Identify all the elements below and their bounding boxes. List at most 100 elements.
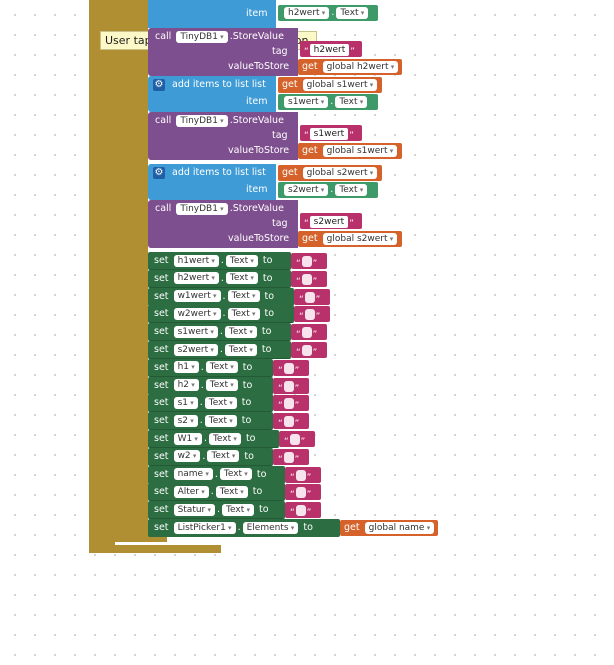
component-dropdown[interactable]: s2	[173, 414, 198, 427]
empty-string-field[interactable]	[283, 416, 294, 428]
empty-text-block[interactable]: “”	[273, 377, 309, 394]
empty-text-block[interactable]: “”	[291, 270, 327, 287]
event-block-inner-bottom[interactable]	[115, 535, 167, 542]
component-dropdown[interactable]: s2wert	[284, 183, 329, 196]
set-property-block[interactable]: set s2wert.Text to	[148, 341, 291, 359]
event-block-left-bar[interactable]	[89, 0, 115, 552]
property-dropdown[interactable]: Elements	[242, 521, 299, 534]
get-list-variable-block[interactable]: get global s1wert	[278, 77, 382, 93]
empty-string-field[interactable]	[283, 362, 294, 374]
set-property-block[interactable]: set h2.Text to	[148, 376, 273, 395]
set-property-block[interactable]: set h2wert.Text to	[148, 269, 291, 288]
component-dropdown[interactable]: w2	[173, 450, 201, 463]
mutator-gear-icon[interactable]: ⚙	[153, 167, 165, 179]
set-property-block[interactable]: set s1.Text to	[148, 394, 273, 413]
list-variable-dropdown[interactable]: global s2wert	[302, 166, 378, 179]
property-dropdown[interactable]: Text	[227, 290, 260, 303]
component-getter-h2wert[interactable]: h2wert.Text	[278, 5, 378, 21]
empty-text-block[interactable]: “”	[285, 466, 321, 483]
empty-text-block[interactable]: “”	[279, 431, 315, 447]
property-dropdown[interactable]: Text	[205, 361, 238, 374]
empty-text-block[interactable]: “”	[273, 359, 309, 376]
property-dropdown[interactable]: Text	[335, 183, 368, 196]
empty-string-field[interactable]	[283, 398, 294, 410]
text-string-block[interactable]: “s2wert”	[300, 213, 362, 229]
get-variable-block[interactable]: get global name	[340, 520, 438, 536]
component-dropdown[interactable]: name	[173, 468, 213, 481]
property-dropdown[interactable]: Text	[204, 396, 237, 409]
get-variable-block[interactable]: get global s2wert	[298, 231, 402, 247]
set-property-block[interactable]: set w2.Text to	[148, 447, 273, 466]
property-dropdown[interactable]: Text	[224, 343, 257, 356]
property-dropdown[interactable]: Text	[204, 414, 237, 427]
component-dropdown[interactable]: h1	[173, 361, 199, 374]
set-property-block[interactable]: set h1.Text to	[148, 358, 273, 377]
set-property-block[interactable]: set h1wert.Text to	[148, 252, 291, 270]
empty-text-block[interactable]: “”	[291, 253, 327, 269]
component-dropdown[interactable]: s1	[173, 396, 198, 409]
empty-text-block[interactable]: “”	[273, 448, 309, 465]
empty-string-field[interactable]	[301, 273, 312, 285]
tinydb-dropdown[interactable]: TinyDB1	[176, 114, 228, 127]
empty-string-field[interactable]	[304, 309, 315, 321]
set-property-block[interactable]: set w1wert.Text to	[148, 287, 294, 306]
property-dropdown[interactable]: Text	[205, 379, 238, 392]
component-dropdown[interactable]: w1wert	[173, 290, 221, 303]
component-dropdown[interactable]: s2wert	[173, 343, 218, 356]
component-dropdown[interactable]: Alter	[173, 485, 209, 498]
property-dropdown[interactable]: Text	[208, 432, 241, 445]
empty-string-field[interactable]	[304, 291, 315, 303]
component-dropdown[interactable]: ListPicker1	[173, 521, 236, 534]
empty-text-block[interactable]: “”	[285, 484, 321, 501]
empty-text-block[interactable]: “”	[285, 502, 321, 519]
get-variable-block[interactable]: get global s1wert	[298, 143, 402, 159]
add-items-to-list-block[interactable]	[148, 164, 276, 200]
component-dropdown[interactable]: Statur	[173, 503, 216, 516]
set-property-block[interactable]: set name.Text to	[148, 465, 285, 484]
empty-string-field[interactable]	[283, 451, 294, 463]
set-property-block[interactable]: set Alter.Text to	[148, 483, 285, 502]
component-dropdown[interactable]: h1wert	[173, 254, 219, 267]
empty-string-field[interactable]	[289, 434, 300, 445]
empty-string-field[interactable]	[301, 327, 312, 339]
list-variable-dropdown[interactable]: global s1wert	[302, 78, 378, 91]
get-list-variable-block[interactable]: get global s2wert	[278, 165, 382, 181]
empty-text-block[interactable]: “”	[273, 395, 309, 412]
component-dropdown[interactable]: h2wert	[173, 272, 219, 285]
variable-dropdown[interactable]: global s2wert	[322, 232, 398, 245]
component-dropdown[interactable]: w2wert	[173, 307, 221, 320]
component-getter-block[interactable]: s2wert.Text	[278, 182, 378, 198]
empty-text-block[interactable]: “”	[291, 324, 327, 341]
component-dropdown[interactable]: h2wert	[284, 6, 330, 19]
property-dropdown[interactable]: Text	[227, 307, 260, 320]
property-dropdown[interactable]: Text	[335, 95, 368, 108]
component-dropdown[interactable]: h2	[173, 379, 199, 392]
tinydb-dropdown[interactable]: TinyDB1	[176, 202, 228, 215]
component-getter-block[interactable]: s1wert.Text	[278, 94, 378, 110]
property-dropdown[interactable]: Text	[207, 450, 240, 463]
tinydb-dropdown[interactable]: TinyDB1	[176, 30, 228, 43]
property-dropdown[interactable]: Text	[222, 503, 254, 516]
empty-string-field[interactable]	[295, 469, 306, 481]
empty-text-block[interactable]: “”	[294, 306, 330, 323]
set-listpicker-elements-block[interactable]: set ListPicker1.Elements to	[148, 519, 340, 537]
property-dropdown[interactable]: Text	[225, 272, 258, 285]
property-dropdown[interactable]: Text	[219, 468, 252, 481]
component-dropdown[interactable]: W1	[173, 432, 202, 445]
text-string-block[interactable]: “s1wert”	[300, 125, 362, 141]
get-variable-block[interactable]: get global h2wert	[298, 59, 402, 75]
tag-text[interactable]: h2wert	[309, 43, 350, 56]
property-dropdown[interactable]: Text	[224, 325, 257, 338]
empty-string-field[interactable]	[301, 256, 312, 267]
set-property-block[interactable]: set s2.Text to	[148, 412, 273, 431]
set-property-block[interactable]: set W1.Text to	[148, 430, 279, 448]
empty-string-field[interactable]	[283, 380, 294, 392]
empty-text-block[interactable]: “”	[273, 413, 309, 430]
component-dropdown[interactable]: s1wert	[173, 325, 218, 338]
empty-string-field[interactable]	[295, 505, 306, 517]
event-block-inner-bar[interactable]	[115, 0, 148, 540]
variable-dropdown[interactable]: global name	[364, 521, 435, 534]
property-dropdown[interactable]: Text	[215, 485, 248, 498]
mutator-gear-icon[interactable]: ⚙	[153, 79, 165, 91]
